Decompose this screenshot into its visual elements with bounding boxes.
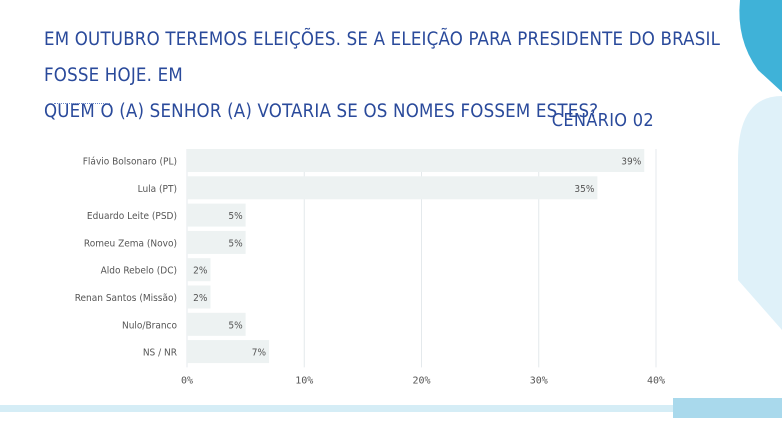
data-label: 5%: [228, 320, 243, 331]
category-label: NS / NR: [143, 348, 177, 359]
bar: [187, 312, 246, 336]
category-label: Lula (PT): [138, 184, 177, 195]
x-tick-label: 20%: [412, 375, 430, 386]
x-tick-label: 0%: [181, 375, 193, 386]
category-label: Romeu Zema (Novo): [84, 238, 177, 249]
question-line-2: QUEM O (A) SENHOR (A) VOTARIA SE OS NOME…: [44, 101, 599, 122]
scenario-label: CENÁRIO 02: [551, 110, 654, 131]
data-label: 35%: [574, 184, 594, 195]
side-shape-dark-curve: [739, 0, 758, 70]
bar: [187, 258, 211, 282]
footer-accent-block: [673, 398, 782, 418]
bar: [187, 230, 246, 254]
bars: [187, 149, 645, 364]
category-label: Eduardo Leite (PSD): [87, 211, 177, 222]
bar: [187, 176, 598, 200]
data-label: 5%: [228, 211, 243, 222]
bar: [187, 203, 246, 227]
bar: [187, 340, 270, 364]
category-labels: Flávio Bolsonaro (PL) Lula (PT) Eduardo Le…: [75, 156, 178, 359]
x-tick-label: 10%: [295, 375, 313, 386]
title-divider: [54, 103, 110, 104]
side-shape-dark: [758, 0, 782, 92]
data-label: 7%: [252, 348, 267, 359]
footer-stripe: [0, 405, 740, 412]
decorative-side-shape: [738, 0, 782, 330]
bar: [187, 285, 211, 309]
data-label: 5%: [228, 238, 243, 249]
survey-question: EM OUTUBRO TEREMOS ELEIÇÕES. SE A ELEIÇÃ…: [44, 22, 724, 130]
data-label: 2%: [193, 293, 208, 304]
data-label: 39%: [621, 157, 641, 168]
category-label: Aldo Rebelo (DC): [101, 266, 177, 277]
x-tick-label: 40%: [647, 375, 665, 386]
question-line-1: EM OUTUBRO TEREMOS ELEIÇÕES. SE A ELEIÇÃ…: [44, 29, 721, 86]
category-label: Nulo/Branco: [122, 320, 177, 331]
side-shape-light: [738, 96, 782, 330]
x-axis-ticks: 0% 10% 20% 30% 40%: [181, 375, 665, 386]
category-label: Flávio Bolsonaro (PL): [83, 156, 177, 168]
data-labels: 39% 35% 5% 5% 2% 2% 5% 7%: [193, 157, 642, 359]
bar: [187, 149, 645, 172]
data-label: 2%: [193, 266, 208, 277]
category-label: Renan Santos (Missão): [75, 293, 177, 304]
x-tick-label: 30%: [530, 375, 548, 386]
